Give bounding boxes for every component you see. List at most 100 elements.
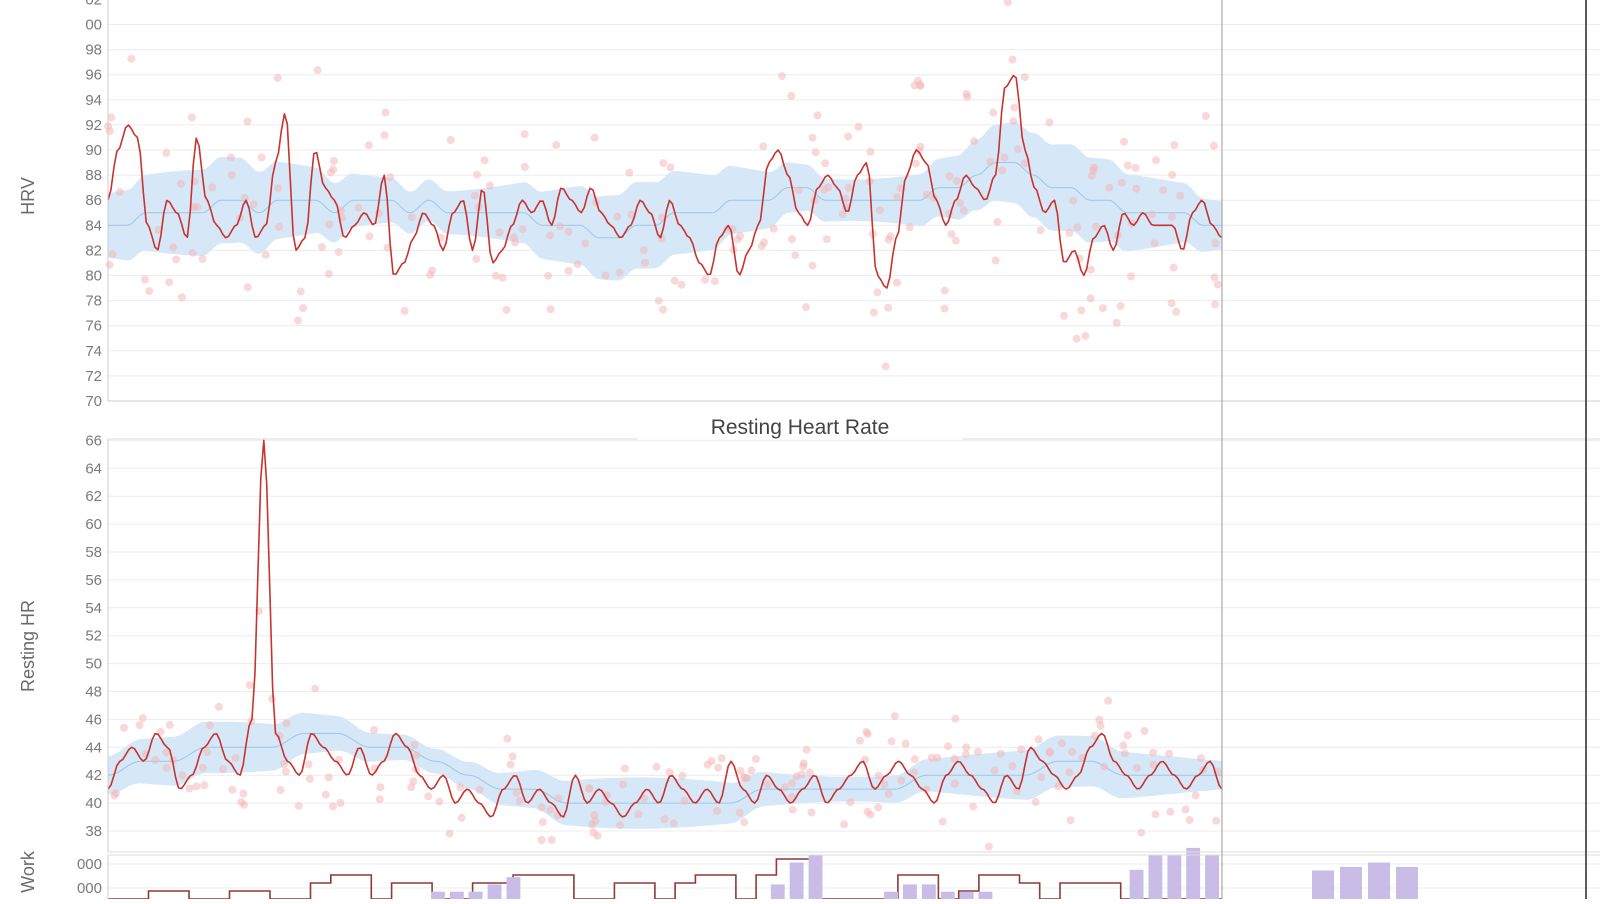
data-point-1-48 (909, 768, 918, 777)
data-point-1-95 (984, 842, 993, 851)
y-tick-label-1-0: 38 (85, 823, 102, 840)
data-point-0-187 (243, 117, 252, 126)
data-point-1-149 (1165, 749, 1174, 758)
data-point-0-221 (945, 172, 954, 181)
data-point-0-17 (274, 184, 282, 193)
data-point-0-113 (854, 122, 863, 131)
data-point-0-46 (613, 212, 622, 221)
data-point-0-76 (1086, 265, 1095, 274)
data-point-1-135 (1054, 782, 1062, 791)
data-point-0-74 (956, 199, 965, 208)
data-point-0-154 (1105, 183, 1114, 192)
data-point-1-79 (1196, 754, 1205, 763)
work-bar-41 (884, 891, 898, 899)
data-point-1-66 (324, 773, 333, 782)
data-point-0-83 (1201, 112, 1210, 120)
y-tick-label-0-4: 78 (85, 293, 102, 310)
data-point-0-176 (1009, 117, 1018, 126)
future-work-bar-0 (1312, 870, 1334, 899)
data-point-1-151 (1123, 731, 1132, 740)
data-point-1-57 (890, 712, 899, 721)
data-point-0-109 (317, 243, 326, 252)
work-bar-37 (808, 855, 823, 899)
data-point-1-82 (135, 721, 144, 730)
data-point-1-91 (305, 774, 314, 783)
work-bar-44 (940, 891, 955, 899)
data-point-0-196 (165, 278, 174, 287)
data-point-0-55 (869, 308, 878, 317)
work-bar-58 (1205, 855, 1219, 899)
data-point-0-169 (759, 142, 768, 151)
data-point-0-64 (400, 306, 409, 315)
data-point-1-2 (874, 803, 883, 812)
data-point-0-107 (198, 255, 207, 263)
work-bar-18 (449, 891, 464, 899)
y-tick-label-0-3: 76 (85, 318, 102, 335)
data-point-0-188 (1167, 299, 1176, 308)
data-point-0-227 (659, 159, 668, 168)
data-point-0-204 (998, 166, 1007, 175)
data-point-0-190 (1152, 156, 1160, 165)
data-point-0-120 (294, 316, 302, 325)
y-tick-label-0-2: 74 (85, 343, 102, 360)
data-point-0-142 (893, 193, 902, 202)
data-point-0-62 (313, 66, 322, 75)
data-point-1-21 (1149, 760, 1158, 769)
data-point-1-59 (735, 808, 744, 817)
data-point-1-68 (156, 727, 165, 736)
data-point-0-216 (552, 140, 561, 149)
data-point-1-26 (475, 785, 484, 794)
data-point-0-90 (601, 271, 610, 280)
data-point-1-179 (512, 788, 521, 797)
data-point-1-28 (537, 803, 546, 812)
data-point-1-98 (424, 792, 433, 801)
data-point-0-39 (472, 254, 481, 263)
data-point-1-137 (927, 753, 936, 762)
data-point-0-117 (273, 73, 282, 82)
data-point-0-21 (169, 243, 178, 252)
data-point-0-215 (959, 206, 968, 215)
data-point-0-33 (1065, 229, 1074, 237)
data-point-0-93 (947, 230, 956, 239)
y-tick-label-0-10: 90 (85, 142, 102, 159)
data-point-1-22 (456, 783, 465, 792)
data-point-0-24 (1116, 302, 1125, 310)
data-point-0-162 (1159, 186, 1168, 195)
data-point-0-173 (354, 203, 363, 212)
data-point-0-11 (240, 193, 249, 202)
data-point-1-173 (138, 714, 147, 723)
data-point-1-75 (665, 768, 674, 777)
data-point-0-35 (666, 163, 675, 172)
data-point-0-186 (905, 223, 914, 232)
data-point-1-120 (1095, 715, 1104, 724)
data-point-1-185 (855, 736, 864, 745)
data-point-1-70 (198, 763, 207, 772)
data-point-1-69 (973, 747, 982, 756)
data-point-0-16 (1036, 226, 1045, 235)
data-point-0-81 (911, 159, 920, 168)
data-point-1-83 (228, 785, 237, 794)
data-point-0-132 (491, 271, 500, 280)
data-point-1-182 (1185, 816, 1194, 825)
data-point-0-185 (1060, 311, 1068, 320)
data-point-0-78 (1092, 222, 1101, 231)
data-point-0-80 (922, 190, 931, 199)
data-point-0-8 (881, 362, 890, 371)
data-point-1-178 (375, 795, 384, 804)
data-point-1-134 (717, 754, 726, 763)
data-point-1-155 (192, 782, 201, 791)
data-point-1-174 (200, 781, 209, 790)
data-point-0-148 (701, 275, 709, 284)
data-point-0-157 (446, 136, 455, 144)
data-point-0-123 (1211, 300, 1220, 309)
data-point-1-45 (1212, 816, 1221, 825)
data-point-0-51 (115, 188, 124, 196)
data-point-1-7 (990, 766, 999, 775)
data-point-1-114 (707, 757, 716, 765)
y-tick-label-1-1: 40 (85, 795, 102, 812)
data-point-0-31 (788, 235, 796, 243)
data-point-0-179 (986, 157, 995, 166)
data-point-1-88 (120, 723, 128, 732)
data-point-0-73 (1209, 141, 1218, 150)
